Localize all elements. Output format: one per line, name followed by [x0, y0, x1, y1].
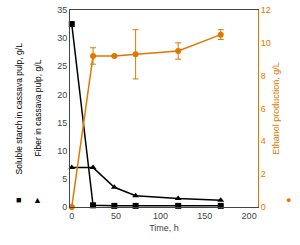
- svg-text:8: 8: [261, 71, 266, 81]
- svg-text:■: ■: [16, 195, 21, 205]
- svg-text:▲: ▲: [33, 195, 42, 205]
- svg-text:4: 4: [261, 136, 266, 146]
- svg-text:●: ●: [286, 195, 291, 205]
- svg-text:150: 150: [197, 211, 212, 221]
- svg-text:Fiber in cassava pulp, g/L: Fiber in cassava pulp, g/L: [33, 59, 43, 156]
- svg-text:100: 100: [153, 211, 168, 221]
- svg-text:10: 10: [57, 146, 67, 156]
- svg-text:0: 0: [69, 211, 74, 221]
- svg-text:Ethanol production, g/L: Ethanol production, g/L: [271, 62, 281, 155]
- svg-text:20: 20: [57, 90, 67, 100]
- svg-text:Soluble starch in cassava pulp: Soluble starch in cassava pulp, g/L: [14, 43, 24, 175]
- svg-text:0: 0: [261, 202, 266, 212]
- svg-text:12: 12: [261, 5, 271, 15]
- svg-text:50: 50: [111, 211, 121, 221]
- svg-text:10: 10: [261, 38, 271, 48]
- svg-text:2: 2: [261, 169, 266, 179]
- svg-text:0: 0: [62, 202, 67, 212]
- svg-text:5: 5: [62, 174, 67, 184]
- svg-text:35: 35: [57, 5, 67, 15]
- svg-text:30: 30: [57, 33, 67, 43]
- svg-text:6: 6: [261, 104, 266, 114]
- svg-text:15: 15: [57, 118, 67, 128]
- svg-text:25: 25: [57, 61, 67, 71]
- svg-text:Time, h: Time, h: [149, 223, 179, 233]
- svg-text:200: 200: [242, 211, 257, 221]
